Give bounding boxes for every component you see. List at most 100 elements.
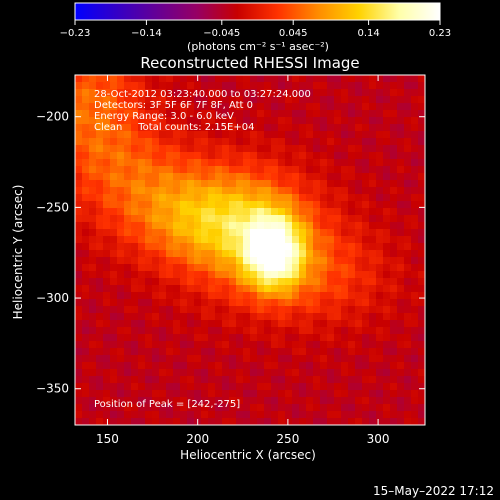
heatmap-cell [397, 208, 405, 216]
heatmap-cell [418, 89, 425, 97]
heatmap-cell [222, 306, 230, 314]
heatmap-cell [418, 208, 425, 216]
heatmap-cell [96, 376, 104, 384]
heatmap-cell [292, 264, 300, 272]
heatmap-cell [257, 194, 265, 202]
heatmap-cell [187, 229, 195, 237]
heatmap-cell [334, 152, 342, 160]
heatmap-cell [362, 89, 370, 97]
heatmap-cell [341, 285, 349, 293]
heatmap-cell [278, 292, 286, 300]
heatmap-cell [404, 229, 412, 237]
heatmap-cell [117, 404, 125, 412]
heatmap-cell [362, 173, 370, 181]
heatmap-cell [138, 271, 146, 279]
heatmap-cell [103, 285, 111, 293]
y-tick-label: −350 [36, 382, 69, 396]
heatmap-cell [383, 271, 391, 279]
heatmap-cell [376, 194, 384, 202]
heatmap-cell [250, 222, 258, 230]
heatmap-cell [215, 145, 223, 153]
heatmap-cell [334, 138, 342, 146]
heatmap-cell [124, 131, 132, 139]
heatmap-cell [215, 138, 223, 146]
heatmap-cell [124, 222, 132, 230]
heatmap-cell [201, 355, 209, 363]
heatmap-cell [96, 236, 104, 244]
heatmap-cell [250, 285, 258, 293]
heatmap-cell [257, 341, 265, 349]
heatmap-cell [376, 383, 384, 391]
heatmap-cell [313, 278, 321, 286]
heatmap-cell [89, 320, 97, 328]
heatmap-cell [362, 418, 370, 425]
heatmap-cell [313, 222, 321, 230]
heatmap-cell [327, 159, 335, 167]
heatmap-cell [355, 243, 363, 251]
heatmap-cell [348, 201, 356, 209]
heatmap-cell [131, 292, 139, 300]
heatmap-cell [187, 243, 195, 251]
heatmap-cell [117, 208, 125, 216]
heatmap-cell [271, 131, 279, 139]
heatmap-cell [145, 194, 153, 202]
heatmap-cell [320, 201, 328, 209]
heatmap-cell [110, 278, 118, 286]
heatmap-cell [411, 89, 419, 97]
heatmap-cell [243, 124, 251, 132]
heatmap-cell [397, 110, 405, 118]
heatmap-cell [187, 369, 195, 377]
heatmap-cell [369, 250, 377, 258]
heatmap-cell [397, 180, 405, 188]
heatmap-cell [250, 341, 258, 349]
heatmap-cell [397, 236, 405, 244]
heatmap-cell [418, 341, 425, 349]
heatmap-cell [264, 89, 272, 97]
heatmap-cell [418, 215, 425, 223]
heatmap-cell [194, 257, 202, 265]
heatmap-cell [110, 341, 118, 349]
heatmap-cell [152, 82, 160, 90]
heatmap-cell [418, 243, 425, 251]
heatmap-cell [369, 306, 377, 314]
heatmap-cell [229, 334, 237, 342]
heatmap-cell [110, 376, 118, 384]
heatmap-cell [320, 250, 328, 258]
heatmap-cell [215, 75, 223, 83]
heatmap-cell [103, 236, 111, 244]
heatmap-cell [418, 397, 425, 405]
heatmap-cell [390, 180, 398, 188]
heatmap-cell [334, 208, 342, 216]
heatmap-cell [194, 152, 202, 160]
heatmap-cell [257, 180, 265, 188]
heatmap-cell [292, 369, 300, 377]
heatmap-cell [320, 194, 328, 202]
heatmap-cell [348, 362, 356, 370]
heatmap-cell [383, 299, 391, 307]
heatmap-cell [341, 180, 349, 188]
heatmap-cell [145, 411, 153, 419]
heatmap-cell [278, 397, 286, 405]
heatmap-cell [180, 418, 188, 425]
heatmap-cell [348, 243, 356, 251]
heatmap-cell [166, 124, 174, 132]
heatmap-cell [110, 173, 118, 181]
heatmap-cell [236, 96, 244, 104]
heatmap-cell [82, 180, 90, 188]
heatmap-cell [208, 285, 216, 293]
heatmap-cell [411, 334, 419, 342]
heatmap-cell [278, 390, 286, 398]
heatmap-cell [222, 264, 230, 272]
heatmap-cell [208, 341, 216, 349]
heatmap-cell [194, 187, 202, 195]
heatmap-cell [75, 264, 83, 272]
heatmap-cell [250, 397, 258, 405]
heatmap-cell [82, 96, 90, 104]
heatmap-cell [103, 110, 111, 118]
heatmap-cell [152, 250, 160, 258]
heatmap-cell [271, 278, 279, 286]
heatmap-cell [236, 278, 244, 286]
heatmap-cell [236, 341, 244, 349]
heatmap-cell [222, 334, 230, 342]
heatmap-cell [411, 96, 419, 104]
